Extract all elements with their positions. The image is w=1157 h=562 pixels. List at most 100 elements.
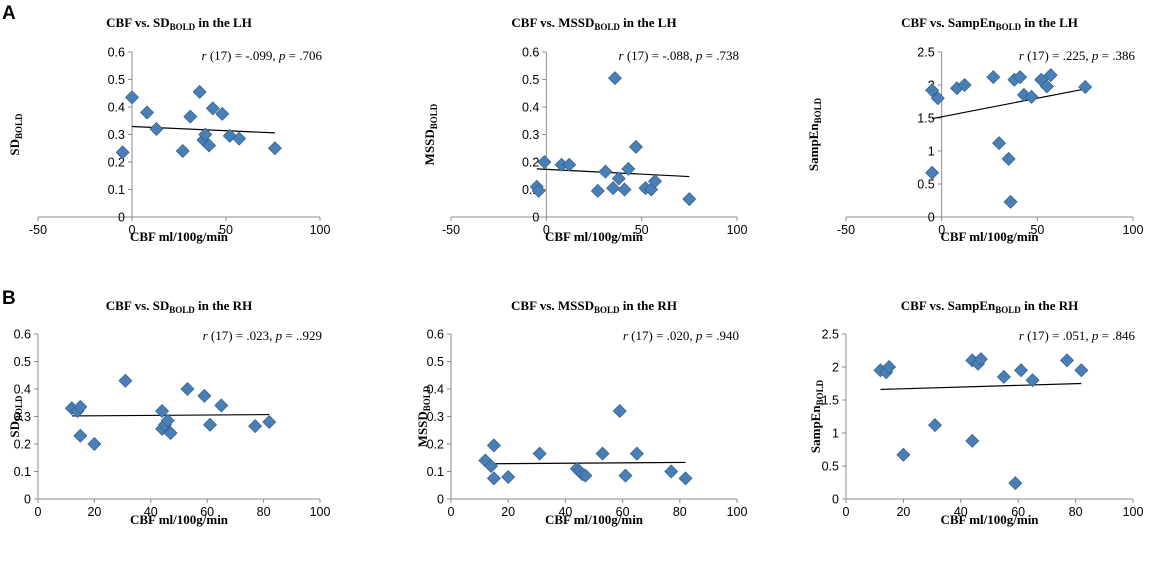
scatter-chart-1: CBF vs. MSSDBOLD in the LH00.10.20.30.40… [422,15,747,244]
data-point [996,369,1011,384]
x-tick-label: 0 [938,223,945,237]
x-tick-label: 50 [1030,223,1044,237]
x-tick-label: 80 [1069,505,1083,519]
x-axis-label: CBF ml/100g/min [940,512,1039,527]
data-point [621,161,636,176]
data-point [87,437,102,451]
data-point [203,417,218,432]
data-point [607,71,622,86]
y-axis-label: SampEnBOLD [808,379,825,453]
x-tick-label: 40 [558,505,572,519]
y-tick-label: 0.4 [108,101,125,115]
y-axis-label: SDBOLD [7,113,24,156]
x-tick-label: 20 [501,505,515,519]
trend-line [880,382,1082,391]
data-point [531,183,546,198]
data-point [590,183,605,198]
data-point [896,447,911,462]
data-point [192,84,207,99]
data-point [501,470,516,484]
trend-line [931,88,1086,120]
data-point [140,105,155,120]
x-tick-label: 60 [200,505,214,519]
x-tick-label: 50 [635,223,649,237]
x-tick-label: 40 [954,505,968,519]
data-point [957,78,972,92]
data-point [175,144,190,158]
data-point [155,404,170,418]
scatter-chart-2: CBF vs. SampEnBOLD in the LH00.511.522.5… [806,15,1143,244]
x-tick-label: 0 [448,505,455,519]
stat-annotation: r (17) = .051, p = .846 [1019,328,1136,343]
x-axis-label: CBF ml/100g/min [940,229,1039,244]
x-tick-label: 20 [87,505,101,519]
data-point [617,182,632,197]
y-tick-label: 1 [928,145,935,159]
panel-label-a: A [2,3,16,24]
data-point [183,109,198,124]
data-point [1039,79,1054,94]
x-axis-label: CBF ml/100g/min [130,512,229,527]
x-tick-label: 0 [543,223,550,237]
y-tick-label: 0.6 [14,328,31,342]
data-point [484,459,499,473]
y-tick-label: 0.1 [108,183,125,197]
y-tick-label: 0.2 [14,438,31,452]
x-tick-label: 20 [896,505,910,519]
data-point [1025,373,1040,388]
data-point [205,101,220,116]
x-tick-label: -50 [29,223,47,237]
data-point [973,352,988,367]
data-point [682,192,697,207]
data-point [486,438,501,453]
y-tick-label: 0.5 [522,73,539,87]
data-point [595,446,610,461]
trend-line [485,461,686,465]
data-point [73,399,88,414]
data-point [197,388,212,403]
data-point [232,131,247,146]
data-point [612,404,627,418]
y-tick-label: 2.5 [822,328,839,342]
x-tick-label: 0 [35,505,42,519]
x-tick-label: 100 [1123,223,1144,237]
stat-annotation: r (17) = -.088, p = .738 [619,48,739,63]
y-tick-label: 2.5 [917,46,934,60]
y-tick-label: 0.5 [822,460,839,474]
x-tick-label: 80 [673,505,687,519]
x-tick-label: 0 [843,505,850,519]
data-point [629,446,644,461]
y-tick-label: 0.5 [917,178,934,192]
y-tick-label: 0.2 [522,156,539,170]
data-point [562,157,577,172]
y-tick-label: 1.5 [822,394,839,408]
x-tick-label: 100 [727,223,748,237]
y-tick-label: 0.1 [427,465,444,479]
data-point [160,413,175,428]
charts-container: CBF vs. SDBOLD in the LH 0 0.1 0.2 0.3 0.4 0.5… [7,15,1143,527]
y-tick-label: 0.3 [427,410,444,424]
data-point [215,106,230,121]
data-point [965,433,980,448]
y-tick-label: 0.4 [427,383,444,397]
data-point [664,464,679,479]
x-tick-label: 80 [257,505,271,519]
x-axis-label: CBF ml/100g/min [545,512,644,527]
y-tick-label: 0.6 [522,46,539,60]
x-tick-label: 100 [310,505,331,519]
data-point [992,136,1007,151]
scatter-chart-0: CBF vs. SDBOLD in the LH 0 0.1 0.2 0.3 0.4 0.5… [7,15,330,244]
y-tick-label: 0 [24,493,31,507]
y-tick-label: 0 [118,211,125,225]
y-tick-label: 0 [928,211,935,225]
scatter-chart-4: CBF vs. MSSDBOLD in the RH 0 0.1 0.2 0.3 0.4 0… [415,298,747,527]
y-tick-label: 0.2 [108,156,125,170]
y-axis-label: SDBOLD [7,395,24,438]
y-tick-label: 0.4 [14,383,31,397]
y-tick-label: 0.6 [427,328,444,342]
data-point [248,419,263,434]
data-point [1003,194,1018,209]
y-tick-label: 0.5 [427,355,444,369]
chart-title: CBF vs. SampEnBOLD in the RH [901,298,1078,315]
